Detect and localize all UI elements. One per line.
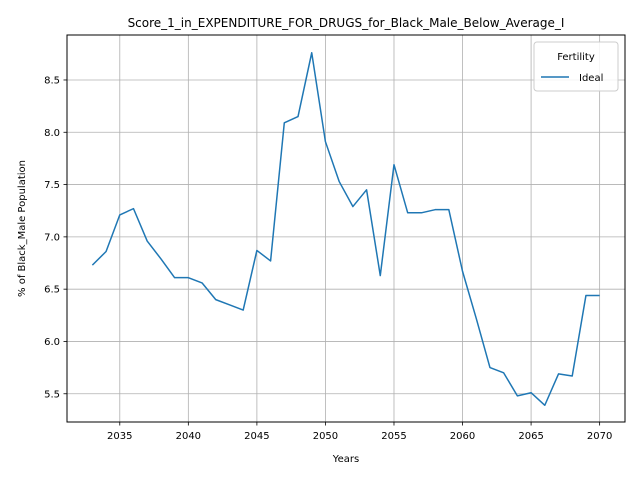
- grid-lines: [67, 35, 625, 422]
- x-tick-label: 2045: [244, 431, 269, 442]
- y-tick-label: 5.5: [44, 389, 60, 400]
- x-tick-label: 2035: [107, 431, 132, 442]
- y-tick-label: 8.0: [44, 128, 60, 139]
- legend-title: Fertility: [557, 52, 595, 63]
- x-axis-title: Years: [332, 454, 359, 465]
- x-tick-label: 2070: [587, 431, 612, 442]
- x-tick-label: 2040: [176, 431, 201, 442]
- series-layer: [91, 52, 600, 407]
- y-tick-label: 6.5: [44, 285, 60, 296]
- x-tick-label: 2055: [381, 431, 406, 442]
- legend-label-ideal: Ideal: [579, 73, 603, 84]
- y-axis: 5.5 6.0 6.5 7.0 7.5 8.0 8.5: [44, 75, 67, 400]
- chart-title: Score_1_in_EXPENDITURE_FOR_DRUGS_for_Bla…: [128, 16, 565, 30]
- legend: Fertility Ideal: [533, 41, 619, 92]
- x-axis: 2035 2040 2045 2050 2055 2060 2065 2070: [107, 422, 612, 442]
- plot-area-frame: [66, 34, 626, 423]
- x-tick-label: 2065: [518, 431, 543, 442]
- x-tick-label: 2060: [450, 431, 475, 442]
- y-tick-label: 7.0: [44, 232, 60, 243]
- series-line-ideal: [91, 52, 600, 407]
- y-tick-label: 6.0: [44, 337, 60, 348]
- x-tick-label: 2050: [313, 431, 338, 442]
- legend-box: [533, 41, 619, 92]
- y-tick-label: 7.5: [44, 180, 60, 191]
- y-axis-title: % of Black_Male Population: [17, 160, 28, 297]
- y-tick-label: 8.5: [44, 75, 60, 86]
